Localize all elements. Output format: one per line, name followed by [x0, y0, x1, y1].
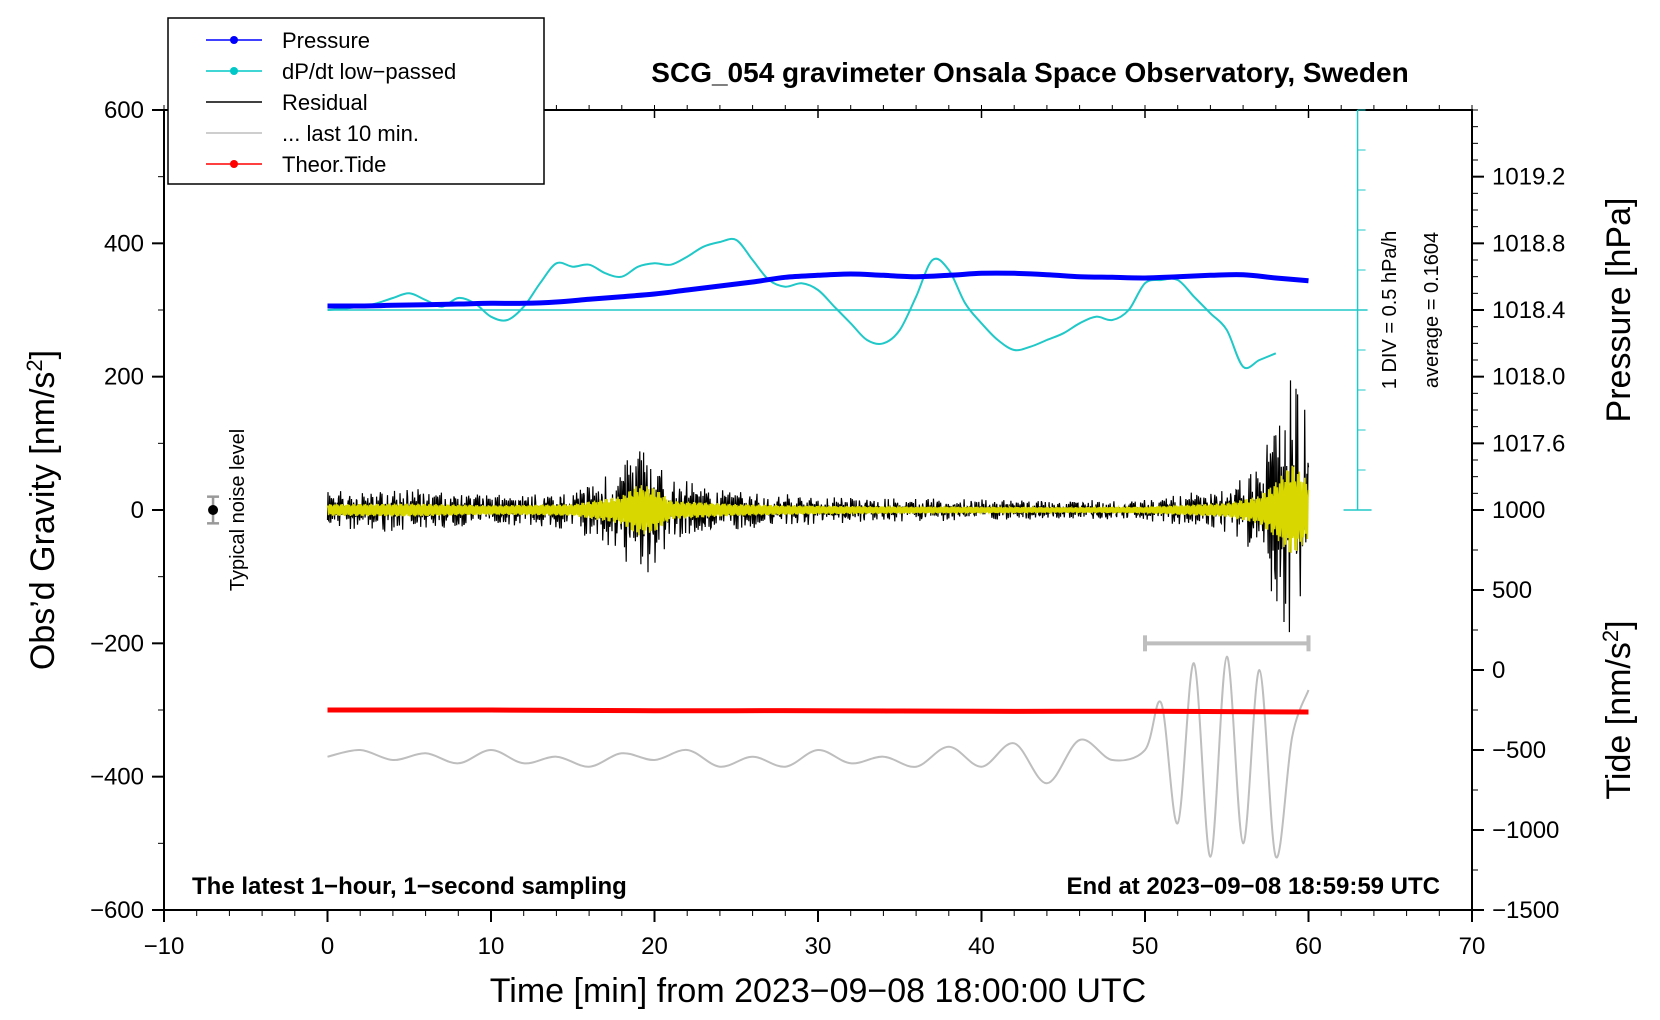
x-axis-title: Time [min] from 2023−09−08 18:00:00 UTC [490, 972, 1146, 1010]
legend: Pressure dP/dt low−passed Residual ... last… [167, 17, 545, 185]
legend-label: dP/dt low−passed [282, 59, 456, 84]
note-average: average = 0.1604 [1421, 232, 1443, 388]
x-axis-ticks: −10 0 10 20 30 40 50 60 70 [144, 105, 1486, 960]
note-div: 1 DIV = 0.5 hPa/h [1379, 231, 1401, 389]
noise-point [208, 505, 219, 515]
y-axis-left-ticks: −600 −400 −200 0 200 400 600 [90, 97, 164, 924]
y-axis-left-title: Obs’d Gravity [nm/s2] [22, 350, 62, 670]
dpdt-line [327, 237, 1277, 370]
legend-label: ... last 10 min. [282, 121, 419, 146]
legend-marker [230, 36, 238, 44]
tide-tick-label: 500 [1492, 577, 1532, 604]
legend-label: Theor.Tide [282, 152, 386, 177]
note-noise-level: Typical noise level [227, 429, 249, 591]
pressure-tick-label: 1018.0 [1492, 364, 1565, 391]
y-tick-label: 200 [104, 364, 144, 391]
y-tick-label: −200 [90, 630, 144, 657]
tide-tick-label: −1500 [1492, 897, 1559, 924]
pressure-tick-label: 1017.6 [1492, 430, 1565, 457]
y-tick-label: 600 [104, 97, 144, 124]
tide-tick-label: −1000 [1492, 817, 1559, 844]
legend-marker [230, 160, 238, 168]
x-tick-label: 30 [805, 933, 832, 960]
tide-tick-label: −500 [1492, 737, 1546, 764]
x-tick-label: 20 [641, 933, 668, 960]
residual-filtered-line [326, 465, 1310, 553]
pressure-axis-ticks: 1017.6 1018.0 1018.4 1018.8 1019.2 [1472, 109, 1565, 511]
legend-marker [230, 67, 238, 75]
x-tick-label: 50 [1132, 933, 1159, 960]
pressure-tick-label: 1018.4 [1492, 297, 1565, 324]
x-tick-label: 0 [321, 933, 334, 960]
y-tick-label: −600 [90, 897, 144, 924]
note-end-time: End at 2023−09−08 18:59:59 UTC [1066, 873, 1440, 900]
note-sampling: The latest 1−hour, 1−second sampling [192, 873, 627, 900]
legend-label: Pressure [282, 28, 370, 53]
legend-box [167, 17, 545, 185]
tide-line [327, 707, 1309, 715]
tide-tick-label: 1000 [1492, 497, 1545, 524]
x-tick-label: 10 [478, 933, 505, 960]
y-tick-label: 400 [104, 230, 144, 257]
pressure-tick-label: 1018.8 [1492, 230, 1565, 257]
x-tick-label: 60 [1295, 933, 1322, 960]
tide-tick-label: 0 [1492, 657, 1505, 684]
x-tick-label: 70 [1459, 933, 1486, 960]
pressure-axis-title: Pressure [hPa] [1600, 198, 1638, 423]
tide-axis-ticks: −1500 −1000 −500 0 500 1000 [1472, 497, 1559, 924]
y-tick-label: 0 [131, 497, 144, 524]
legend-label: Residual [282, 90, 368, 115]
x-tick-label: 40 [968, 933, 995, 960]
tide-axis-title: Tide [nm/s2] [1598, 620, 1638, 799]
series-layer [207, 109, 1372, 859]
chart-title: SCG_054 gravimeter Onsala Space Observat… [651, 57, 1408, 88]
x-tick-label: −10 [144, 933, 185, 960]
y-tick-label: −400 [90, 764, 144, 791]
pressure-tick-label: 1019.2 [1492, 164, 1565, 191]
last10-line [327, 655, 1310, 859]
pressure-line [327, 270, 1309, 309]
